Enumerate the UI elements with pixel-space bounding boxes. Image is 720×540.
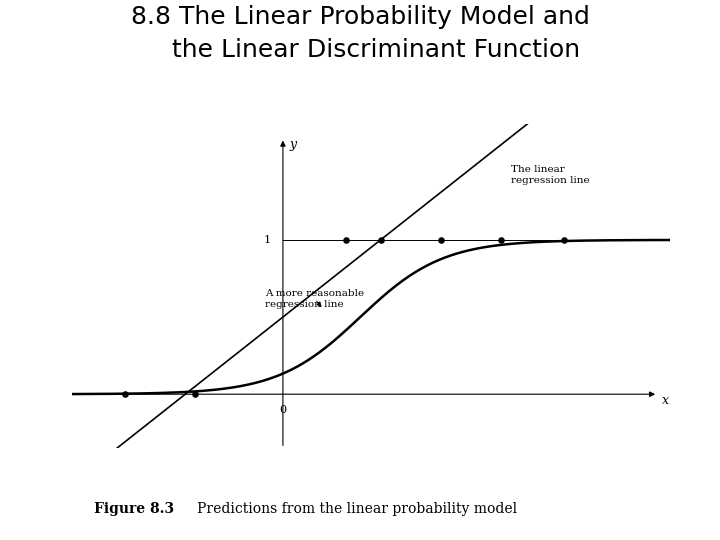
Text: 1: 1 <box>264 235 271 245</box>
Point <box>119 390 130 399</box>
Text: 8.8 The Linear Probability Model and: 8.8 The Linear Probability Model and <box>130 5 590 29</box>
Point <box>495 235 507 244</box>
Point <box>436 235 447 244</box>
Text: Figure 8.3: Figure 8.3 <box>94 502 174 516</box>
Text: x: x <box>662 394 668 407</box>
Text: y: y <box>290 138 297 151</box>
Point <box>376 235 387 244</box>
Text: the Linear Discriminant Function: the Linear Discriminant Function <box>140 38 580 62</box>
Text: 0: 0 <box>279 405 287 415</box>
Point <box>559 235 570 244</box>
Text: The linear
regression line: The linear regression line <box>511 165 590 185</box>
Text: Predictions from the linear probability model: Predictions from the linear probability … <box>184 502 517 516</box>
Text: A more reasonable
regression line: A more reasonable regression line <box>266 289 364 309</box>
Point <box>341 235 352 244</box>
Point <box>189 390 201 399</box>
